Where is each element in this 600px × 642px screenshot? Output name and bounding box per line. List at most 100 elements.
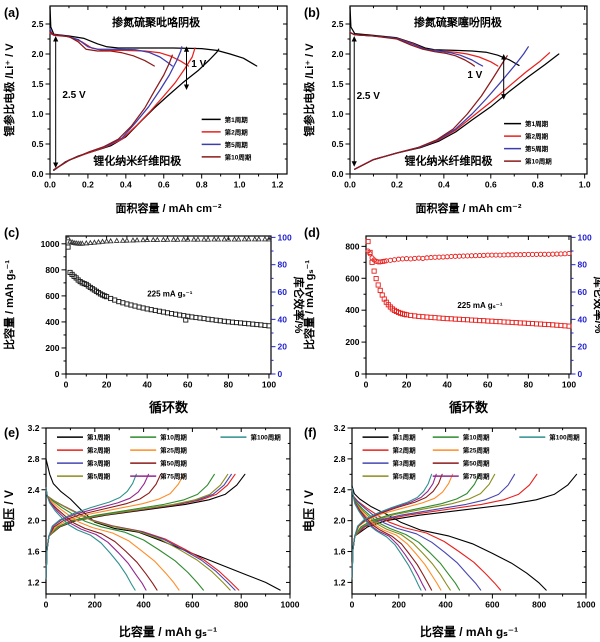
tick-labels: 0 200 400 600 800 1000 1.2 1.6 2.0 2.4 2.8 3.2 bbox=[28, 423, 300, 610]
x-tick-label: 0.8 bbox=[532, 180, 544, 190]
y-tick-label: 1.6 bbox=[28, 547, 40, 557]
x-tick-label: 800 bbox=[234, 600, 248, 610]
curve bbox=[45, 487, 136, 591]
x-tick-label: 0.6 bbox=[485, 180, 497, 190]
arrow-head-up bbox=[501, 54, 507, 60]
y-tick-label: 2.4 bbox=[334, 485, 346, 495]
axis-ticks bbox=[347, 427, 587, 599]
y-tick-label: 600 bbox=[345, 273, 359, 283]
annotation-text: 2.5 V bbox=[357, 91, 381, 102]
annotation-text: 掺氮硫聚吡咯阴极 bbox=[112, 15, 201, 29]
curve bbox=[349, 31, 484, 67]
x-tick-label: 0.0 bbox=[344, 180, 356, 190]
panel-b: 0.0 0.2 0.4 0.6 0.8 1.0 0.0 0.5 1.0 1.5 2.0 2.5 掺氮硫聚… bbox=[302, 5, 591, 215]
arrow-head-up bbox=[351, 36, 357, 42]
series-第1周期 bbox=[351, 473, 578, 591]
x-tick-label: 80 bbox=[224, 380, 234, 390]
axis-ticks bbox=[61, 236, 270, 379]
y2-tick-label: 20 bbox=[578, 342, 588, 352]
y-tick-label: 400 bbox=[345, 305, 359, 315]
legend-label: 第10周期 bbox=[160, 433, 187, 442]
y-tick-label: 0.0 bbox=[32, 169, 44, 179]
y-tick-label: 3.2 bbox=[334, 423, 346, 433]
series-第10周期 bbox=[45, 473, 215, 591]
legend-label: 第100周期 bbox=[250, 433, 281, 442]
curve bbox=[45, 487, 231, 591]
curve bbox=[45, 458, 281, 591]
annotation-text: 225 mA gₛ⁻¹ bbox=[457, 301, 503, 310]
y2-ticks bbox=[571, 236, 576, 375]
y2-tick-label: 0 bbox=[578, 369, 583, 379]
annotation-text: 225 mA gₛ⁻¹ bbox=[147, 290, 193, 299]
y2-tick-label: 20 bbox=[278, 342, 288, 352]
legend-label: 第50周期 bbox=[160, 459, 187, 468]
legend-label: 第1周期 bbox=[393, 433, 417, 442]
y2-tick-label: 100 bbox=[278, 232, 292, 242]
y-tick-label: 400 bbox=[45, 317, 59, 327]
y-tick-label: 200 bbox=[345, 337, 359, 347]
arrow-head-up bbox=[183, 46, 190, 52]
plot-border bbox=[365, 235, 572, 375]
series-第1周期 bbox=[349, 6, 560, 170]
annotation-text: 掺氮硫聚噻吩阴极 bbox=[414, 15, 503, 29]
panel-e: 0 200 400 600 800 10001.21.62.02.42.83.2第1周期第… bbox=[1, 423, 300, 639]
y-tick-label: 1.0 bbox=[332, 109, 344, 119]
curve bbox=[45, 473, 232, 580]
curve bbox=[354, 46, 529, 170]
panel-letter: (e) bbox=[4, 426, 19, 440]
x-tick-label: 600 bbox=[485, 600, 499, 610]
legend-label: 第3周期 bbox=[393, 459, 417, 468]
y-tick-label: 800 bbox=[345, 241, 359, 251]
y-axis-label: 锂参比电极 /Li⁺ / V bbox=[2, 43, 16, 137]
y-tick-label: 2.5 bbox=[32, 19, 44, 29]
series-第100周期 bbox=[45, 473, 137, 591]
y2-axis-label: 库仑效率/% bbox=[292, 277, 306, 334]
y-tick-label: 3.2 bbox=[28, 423, 40, 433]
curve bbox=[351, 485, 547, 591]
curve bbox=[45, 473, 162, 580]
x-tick-label: 400 bbox=[137, 600, 151, 610]
legend-label: 第10周期 bbox=[225, 152, 252, 161]
x-axis-label: 比容量 / mAh gₛ⁻¹ bbox=[420, 624, 518, 639]
axis-ticks bbox=[41, 427, 291, 599]
x-tick-label: 0 bbox=[64, 380, 69, 390]
y-tick-label: 2.0 bbox=[334, 516, 346, 526]
curve bbox=[45, 473, 236, 580]
y-tick-label: 0.0 bbox=[332, 169, 344, 179]
annotations: 掺氮硫聚噻吩阴极 2.5 V 1 V 锂化纳米纤维阳极 bbox=[351, 15, 507, 167]
legend-label: 第25周期 bbox=[463, 446, 490, 455]
y-tick-label: 600 bbox=[45, 291, 59, 301]
y-tick-label: 0 bbox=[55, 369, 60, 379]
panel-letter: (f) bbox=[304, 426, 317, 440]
annotations: 225 mA gₛ⁻¹ bbox=[457, 301, 503, 310]
curve bbox=[349, 6, 520, 67]
x-tick-label: 800 bbox=[532, 600, 546, 610]
legend-label: 第75周期 bbox=[463, 472, 490, 481]
y-tick-label: 1.5 bbox=[32, 79, 44, 89]
curve bbox=[45, 487, 158, 591]
y-tick-label: 1000 bbox=[41, 239, 60, 249]
annotation-text: 锂化纳米纤维阳极 bbox=[93, 153, 182, 167]
legend-label: 第1周期 bbox=[525, 119, 549, 128]
y-tick-label: 1.6 bbox=[334, 547, 346, 557]
curve bbox=[349, 31, 476, 67]
arrow-head-up bbox=[53, 36, 59, 42]
x-tick-label: 200 bbox=[88, 600, 102, 610]
plot-border bbox=[49, 5, 288, 175]
curve bbox=[351, 487, 422, 591]
panel-letter: (c) bbox=[4, 226, 19, 240]
x-tick-label: 600 bbox=[185, 600, 199, 610]
tick-labels: 0 20 40 60 80 100 0 200 400 600 800 bbox=[345, 241, 576, 389]
panel-a: 0.0 0.2 0.4 0.6 0.8 1.0 1.2 0.0 0.5 1.0 1.5 2.0 2.5 掺… bbox=[2, 5, 288, 215]
annotation-text: 1 V bbox=[467, 70, 482, 81]
legend-label: 第25周期 bbox=[160, 446, 187, 455]
x-tick-label: 1000 bbox=[577, 600, 596, 610]
legend-label: 第1周期 bbox=[87, 433, 111, 442]
series-第10周期 bbox=[351, 473, 481, 591]
y2-tick-label: 60 bbox=[278, 287, 288, 297]
curve bbox=[354, 52, 551, 170]
